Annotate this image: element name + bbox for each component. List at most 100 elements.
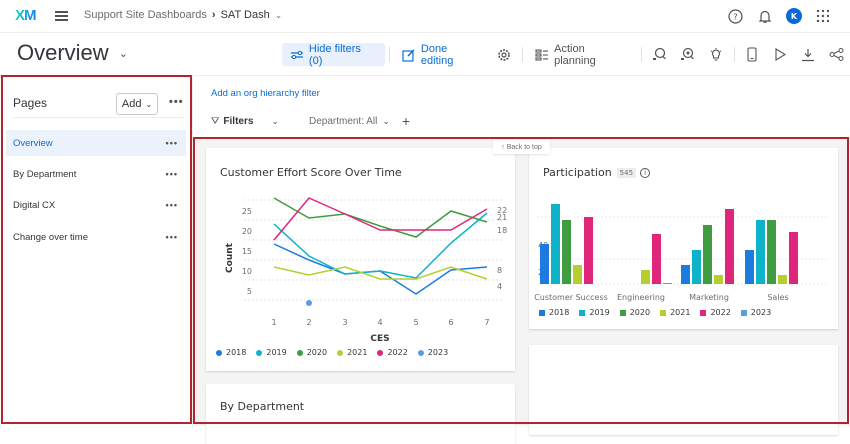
svg-text:3: 3 [342, 318, 347, 327]
divider [388, 47, 390, 62]
filters-row: ⛛ Filters ⌄ Department: All ⌄ + [211, 113, 410, 129]
add-label: Add [121, 98, 142, 110]
svg-text:4: 4 [377, 318, 382, 327]
page-title[interactable]: Overview ⌄ [17, 40, 128, 66]
legend-item-2022[interactable]: 2022 [700, 308, 731, 317]
page-item-label: By Department [13, 168, 77, 180]
legend-item-2021[interactable]: 2021 [660, 308, 690, 317]
by-department-widget[interactable]: By Department [206, 384, 515, 444]
svg-text:4: 4 [497, 282, 502, 291]
svg-text:1: 1 [271, 318, 276, 327]
add-org-hierarchy-filter-link[interactable]: Add an org hierarchy filter [211, 88, 320, 99]
xm-logo[interactable]: XM [15, 7, 36, 24]
avatar[interactable]: K [786, 8, 802, 24]
legend-item-2020[interactable]: 2020 [296, 348, 327, 357]
add-page-button[interactable]: Add ⌄ [116, 93, 158, 115]
dashboard-toolbar: Hide filters (0) Done editing Action pla… [282, 42, 850, 67]
bell-icon[interactable] [756, 7, 774, 25]
legend-dot-icon [216, 349, 222, 356]
page-item-label: Overview [13, 137, 53, 149]
legend-item-2018[interactable]: 2018 [216, 348, 246, 357]
back-to-top-button[interactable]: ↑ Back to top [493, 140, 550, 154]
svg-text:15: 15 [242, 247, 252, 256]
participation-legend: 2018 2019 2020 2021 2022 2023 [539, 308, 771, 317]
svg-text:Count: Count [225, 242, 235, 273]
gear-icon[interactable] [493, 43, 515, 66]
widget-title: Participation [543, 166, 612, 179]
mobile-preview-icon[interactable] [742, 43, 764, 66]
download-icon[interactable] [797, 43, 819, 66]
app-grid-icon[interactable] [814, 7, 832, 25]
widget-title: Customer Effort Score Over Time [220, 166, 402, 179]
share-icon[interactable] [825, 43, 847, 66]
sidebar-item-change-over-time[interactable]: Change over time ••• [6, 224, 186, 250]
add-filter-icon[interactable]: + [401, 113, 411, 129]
department-filter[interactable]: Department: All [308, 115, 378, 127]
svg-text:5: 5 [413, 318, 418, 327]
legend-item-2023[interactable]: 2023 [417, 348, 448, 357]
dashboard-canvas: Customer Effort Score Over Time 25 20 15… [194, 138, 850, 444]
legend-square-icon [740, 309, 747, 316]
legend-dot-icon [256, 349, 263, 356]
svg-text:5: 5 [247, 287, 252, 296]
legend-item-2018[interactable]: 2018 [539, 308, 569, 317]
legend-square-icon [619, 309, 626, 316]
filters-chevron-icon[interactable]: ⌄ [271, 115, 279, 126]
legend-item-2020[interactable]: 2020 [619, 308, 650, 317]
legend-dot-icon [337, 349, 344, 356]
empty-widget[interactable] [529, 345, 838, 435]
top-bar: XM Support Site Dashboards › SAT Dash ⌄ … [0, 0, 850, 33]
done-editing-button[interactable]: Done editing [394, 42, 490, 67]
svg-text:10: 10 [242, 267, 252, 276]
svg-text:21: 21 [497, 213, 507, 222]
chevron-down-icon[interactable]: ⌄ [118, 47, 128, 60]
done-editing-label: Done editing [420, 42, 454, 67]
svg-text:Marketing: Marketing [689, 293, 729, 302]
more-options-icon[interactable]: ••• [169, 96, 184, 108]
divider [640, 47, 642, 62]
legend-item-2019[interactable]: 2019 [256, 348, 287, 357]
response-count-badge: 545 [616, 168, 637, 178]
breadcrumb-dashboard[interactable]: SAT Dash [220, 9, 270, 21]
svg-text:25: 25 [242, 207, 252, 216]
sidebar-item-by-department[interactable]: By Department ••• [6, 161, 186, 187]
svg-text:?: ? [733, 12, 737, 21]
lightbulb-icon[interactable] [705, 43, 727, 66]
svg-text:Sales: Sales [767, 293, 788, 302]
filter-slider-icon [290, 50, 303, 59]
help-icon[interactable]: ? [726, 7, 744, 25]
svg-text:Customer Success: Customer Success [534, 293, 608, 302]
ces-widget[interactable]: Customer Effort Score Over Time 25 20 15… [206, 148, 515, 371]
svg-text:22: 22 [497, 206, 507, 215]
legend-dot-icon [417, 349, 424, 356]
menu-icon[interactable] [55, 11, 68, 21]
insights-search-icon[interactable] [649, 43, 671, 66]
legend-item-2019[interactable]: 2019 [579, 308, 610, 317]
chevron-down-icon: ⌄ [145, 99, 153, 109]
info-icon[interactable]: i [640, 168, 651, 178]
filter-area: Add an org hierarchy filter ⛛ Filters ⌄ … [211, 88, 410, 129]
analyze-search-icon[interactable] [677, 43, 699, 66]
hide-filters-button[interactable]: Hide filters (0) [282, 43, 385, 67]
more-options-icon[interactable]: ••• [165, 138, 178, 148]
filters-label: Filters [223, 115, 254, 127]
action-planning-button[interactable]: Action planning [527, 43, 637, 67]
more-options-icon[interactable]: ••• [165, 200, 178, 210]
svg-text:Engineering: Engineering [617, 293, 665, 302]
legend-item-2023[interactable]: 2023 [740, 308, 771, 317]
legend-item-2021[interactable]: 2021 [337, 348, 367, 357]
action-planning-icon [535, 48, 549, 61]
sidebar-item-digital-cx[interactable]: Digital CX ••• [6, 192, 186, 218]
sidebar-header: Pages Add ⌄ ••• [13, 86, 185, 120]
breadcrumb-project[interactable]: Support Site Dashboards [84, 9, 207, 21]
more-options-icon[interactable]: ••• [165, 232, 178, 242]
more-options-icon[interactable]: ••• [165, 169, 178, 179]
legend-item-2022[interactable]: 2022 [377, 348, 408, 357]
chevron-down-icon[interactable]: ⌄ [274, 9, 283, 20]
svg-text:20: 20 [242, 227, 252, 236]
chevron-down-icon[interactable]: ⌄ [382, 115, 390, 126]
sidebar-item-overview[interactable]: Overview ••• [6, 130, 186, 156]
svg-text:2: 2 [306, 318, 311, 327]
play-icon[interactable] [769, 43, 791, 66]
